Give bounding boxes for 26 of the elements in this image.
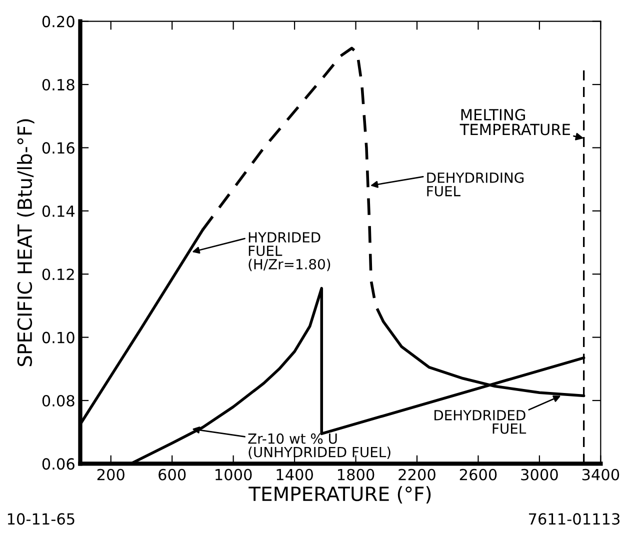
annotation: DEHYDRIDING FUEL — [427, 172, 524, 196]
x-tick-label: 200 — [97, 468, 124, 480]
annotation: Zr-10 wt % U (UNHYDRIDED FUEL) — [248, 433, 390, 459]
annotation: DEHYDRIDED FUEL — [434, 410, 526, 434]
x-tick-label: 1400 — [276, 468, 313, 480]
x-tick-label: 1000 — [216, 468, 252, 480]
y-tick-label: 0.18 — [42, 78, 74, 91]
x-tick-label: 600 — [158, 468, 186, 480]
y-tick-label: 0.10 — [42, 332, 74, 344]
x-tick-label: 2600 — [460, 468, 497, 480]
annotation: HYDRIDED FUEL (H/Zr=1.80) — [248, 232, 330, 272]
x-tick-label: 2200 — [398, 468, 436, 480]
x-axis-title: TEMPERATURE (°F) — [248, 486, 431, 504]
x-tick-label: 3400 — [582, 468, 620, 480]
y-tick-label: 0.06 — [42, 458, 74, 470]
ref-line-label: MELTING TEMPERATURE — [460, 108, 570, 136]
x-tick-label: 3000 — [521, 468, 558, 480]
y-tick-label: 0.20 — [42, 16, 74, 28]
x-tick-label: 1800 — [338, 468, 374, 480]
y-tick-label: 0.12 — [42, 268, 74, 280]
text: 10-11-65 — [8, 513, 74, 525]
y-axis-title: SPECIFIC HEAT (Btu/lb-°F) — [17, 119, 34, 366]
y-tick-label: 0.14 — [42, 205, 75, 217]
y-tick-label: 0.16 — [42, 142, 74, 154]
y-tick-label: 0.08 — [42, 394, 74, 407]
text: 7611-01113 — [528, 513, 620, 525]
